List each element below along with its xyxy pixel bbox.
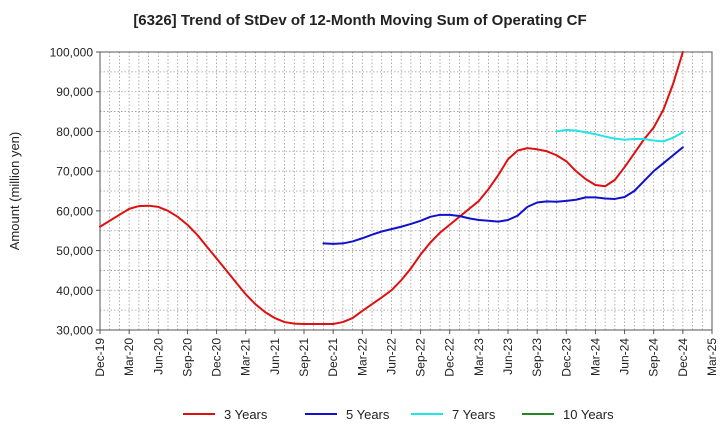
legend-label-7-years: 7 Years — [452, 407, 496, 422]
x-tick-label: Dec-22 — [443, 338, 457, 377]
x-tick-label: Dec-20 — [210, 338, 224, 377]
y-tick-label: 40,000 — [56, 284, 93, 298]
chart-title: [6326] Trend of StDev of 12-Month Moving… — [133, 12, 587, 29]
series-line-5-years — [322, 146, 684, 245]
legend-label-10-years: 10 Years — [563, 407, 614, 422]
x-tick-label: Sep-22 — [414, 338, 428, 377]
series-line-3-years — [99, 51, 684, 326]
x-tick-label: Mar-25 — [705, 338, 719, 376]
y-tick-label: 30,000 — [56, 324, 93, 338]
x-tick-label: Sep-21 — [297, 338, 311, 377]
x-tick-label: Dec-19 — [93, 338, 107, 377]
x-tick-label: Mar-23 — [472, 338, 486, 376]
x-tick-label: Sep-20 — [180, 338, 194, 377]
x-tick-label: Jun-23 — [501, 338, 515, 375]
y-tick-label: 100,000 — [50, 46, 94, 60]
x-tick-label: Mar-22 — [355, 338, 369, 376]
y-tick-label: 80,000 — [56, 125, 93, 139]
y-axis-label: Amount (million yen) — [7, 132, 22, 251]
legend-label-3-years: 3 Years — [224, 407, 268, 422]
x-tick-label: Mar-20 — [122, 338, 136, 376]
series-line-7-years — [555, 128, 684, 143]
x-tick-label: Jun-22 — [384, 338, 398, 375]
x-tick-label: Mar-21 — [239, 338, 253, 376]
x-tick-label: Mar-24 — [588, 338, 602, 376]
x-tick-label: Dec-21 — [326, 338, 340, 377]
y-tick-label: 50,000 — [56, 244, 93, 258]
x-tick-label: Jun-20 — [151, 338, 165, 375]
legend-label-5-years: 5 Years — [346, 407, 390, 422]
y-tick-label: 70,000 — [56, 165, 93, 179]
y-tick-label: 60,000 — [56, 204, 93, 218]
x-tick-label: Sep-24 — [647, 338, 661, 377]
x-tick-label: Dec-23 — [559, 338, 573, 377]
x-tick-label: Sep-23 — [530, 338, 544, 377]
plot-frame — [99, 51, 713, 331]
x-tick-label: Dec-24 — [676, 338, 690, 377]
y-tick-label: 90,000 — [56, 85, 93, 99]
x-tick-label: Jun-21 — [268, 338, 282, 375]
x-tick-label: Jun-24 — [618, 338, 632, 375]
